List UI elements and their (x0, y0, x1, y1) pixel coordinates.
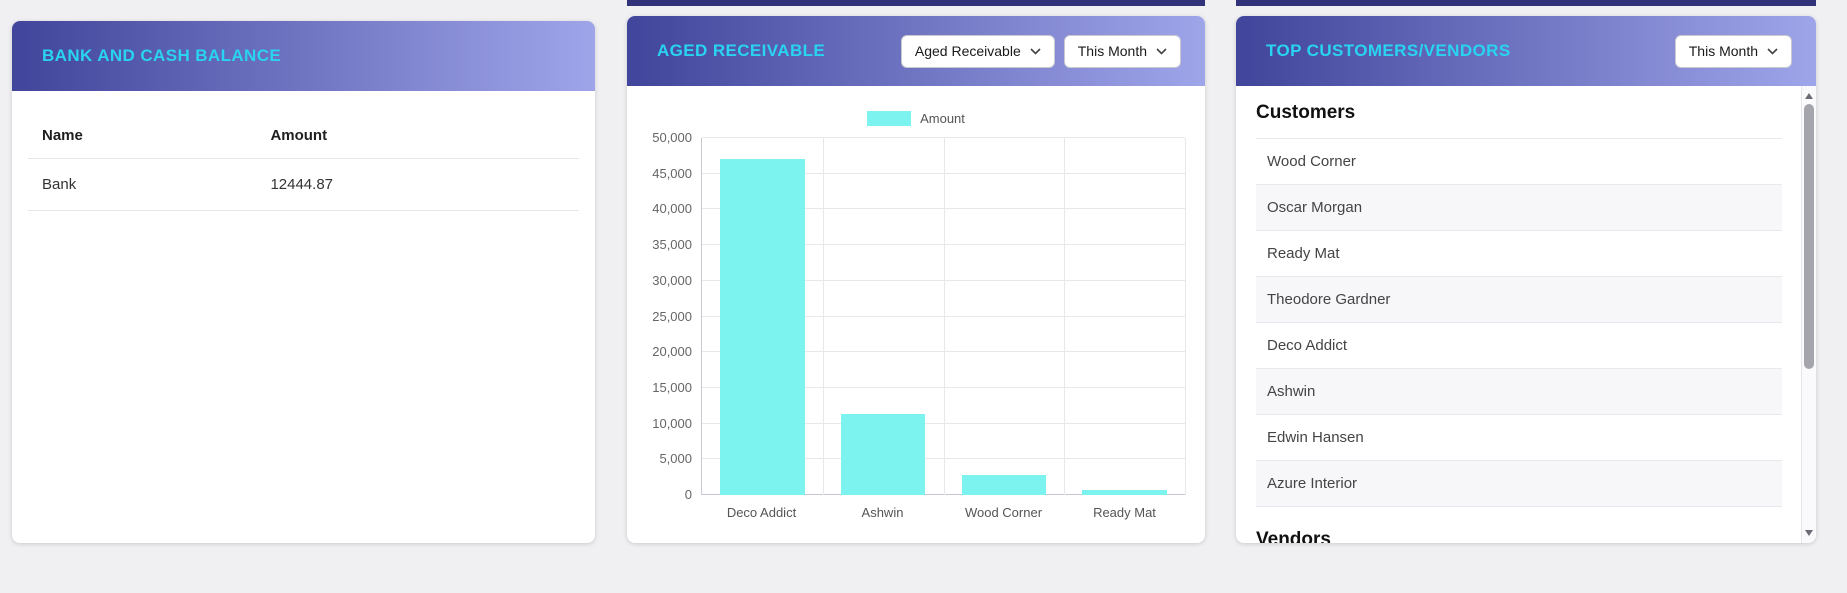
top-card-content: Customers Wood Corner Oscar Morgan Ready M… (1236, 86, 1816, 543)
chart-legend: Amount (647, 110, 1185, 126)
scroll-down-arrow-icon[interactable] (1805, 530, 1813, 536)
customer-list-item[interactable]: Theodore Gardner (1256, 277, 1782, 323)
legend-color-swatch (867, 110, 912, 126)
v-gridline (1064, 138, 1066, 495)
scroll-up-arrow-icon[interactable] (1805, 93, 1813, 99)
customer-list-item[interactable]: Edwin Hansen (1256, 415, 1782, 461)
customer-list-item[interactable]: Azure Interior (1256, 461, 1782, 507)
vendors-heading: Vendors (1256, 529, 1331, 543)
y-tick-label: 5,000 (659, 451, 692, 467)
v-gridline (1185, 138, 1186, 495)
v-gridline (943, 138, 945, 495)
legend-label: Amount (920, 110, 965, 126)
v-gridline (822, 138, 824, 495)
y-tick-label: 15,000 (652, 379, 692, 395)
y-tick-label: 20,000 (652, 344, 692, 360)
top-card-header: TOP CUSTOMERS/VENDORS This Month (1236, 16, 1816, 86)
y-tick-label: 50,000 (652, 130, 692, 145)
scrollbar[interactable] (1801, 86, 1816, 543)
x-tick-label: Ready Mat (1093, 505, 1156, 520)
y-tick-label: 45,000 (652, 165, 692, 181)
y-tick-label: 25,000 (652, 308, 692, 324)
top-card-title: TOP CUSTOMERS/VENDORS (1266, 41, 1511, 60)
bank-name-cell: Bank (28, 158, 271, 211)
y-tick-label: 40,000 (652, 201, 692, 217)
aged-type-dropdown[interactable]: Aged Receivable (900, 34, 1055, 68)
bank-card-body: Name Amount Bank 12444.87 (12, 91, 595, 211)
bar-deco-addict[interactable] (720, 159, 805, 495)
aged-card-controls: Aged Receivable This Month (900, 34, 1181, 68)
aged-period-dropdown[interactable]: This Month (1063, 34, 1181, 68)
h-gridline (702, 137, 1185, 138)
bank-cash-card: BANK AND CASH BALANCE Name Amount Bank 12… (12, 21, 595, 543)
bank-card-title: BANK AND CASH BALANCE (42, 46, 282, 65)
y-tick-label: 0 (684, 487, 692, 502)
bank-card-header: BANK AND CASH BALANCE (12, 21, 595, 91)
aged-type-dropdown-label: Aged Receivable (914, 43, 1021, 59)
aged-receivable-chart: Amount 0 5,000 10,000 15,000 20,000 25,000 30,… (627, 110, 1205, 520)
customers-heading: Customers (1256, 102, 1356, 123)
clipped-card-edge (627, 0, 1205, 6)
x-tick-label: Deco Addict (726, 505, 797, 520)
customer-list-item[interactable]: Deco Addict (1256, 323, 1782, 369)
customer-list-item[interactable]: Ashwin (1256, 369, 1782, 415)
bank-table-body: Bank 12444.87 (28, 158, 579, 211)
bar-wood-corner[interactable] (961, 475, 1047, 495)
scrollbar-thumb[interactable] (1804, 104, 1814, 369)
chevron-down-icon (1767, 47, 1778, 55)
aged-period-dropdown-label: This Month (1077, 43, 1147, 59)
aged-receivable-card: AGED RECEIVABLE Aged Receivable This Mon… (627, 16, 1205, 543)
top-period-dropdown[interactable]: This Month (1674, 34, 1792, 68)
clipped-card-edge (1236, 0, 1816, 6)
bank-table-header-row: Name Amount (28, 107, 579, 159)
x-tick-label: Ashwin (861, 505, 904, 520)
chevron-down-icon (1030, 47, 1041, 55)
bar-ready-mat[interactable] (1082, 490, 1167, 495)
aged-card-header: AGED RECEIVABLE Aged Receivable This Mon… (627, 16, 1205, 86)
bank-column-name: Name (28, 107, 271, 159)
y-tick-label: 10,000 (652, 415, 692, 431)
bar-ashwin[interactable] (840, 413, 926, 495)
bank-column-amount: Amount (270, 107, 579, 159)
customers-list: Wood Corner Oscar Morgan Ready Mat Theodore… (1256, 138, 1782, 507)
customer-list-item[interactable]: Oscar Morgan (1256, 185, 1782, 231)
chevron-down-icon (1156, 47, 1167, 55)
bank-amount-cell: 12444.87 (270, 158, 579, 211)
bank-table-row[interactable]: Bank 12444.87 (28, 158, 579, 211)
x-tick-label: Wood Corner (964, 505, 1043, 520)
chart-plot-area: 0 5,000 10,000 15,000 20,000 25,000 30,000 35,0… (652, 131, 1186, 502)
top-card-controls: This Month (1674, 34, 1792, 68)
top-customers-vendors-card: TOP CUSTOMERS/VENDORS This Month Custome… (1236, 16, 1816, 543)
top-period-dropdown-label: This Month (1688, 43, 1758, 59)
y-tick-label: 35,000 (652, 237, 692, 253)
customer-list-item[interactable]: Wood Corner (1256, 139, 1782, 185)
chart-x-axis: Deco Addict Ashwin Wood Corner Ready Mat (701, 495, 1185, 520)
aged-card-title: AGED RECEIVABLE (657, 41, 826, 60)
customer-list-item[interactable]: Ready Mat (1256, 231, 1782, 277)
y-tick-label: 30,000 (652, 272, 692, 288)
top-card-body: Customers Wood Corner Oscar Morgan Ready M… (1236, 86, 1816, 543)
bank-table: Name Amount Bank 12444.87 (28, 107, 579, 211)
